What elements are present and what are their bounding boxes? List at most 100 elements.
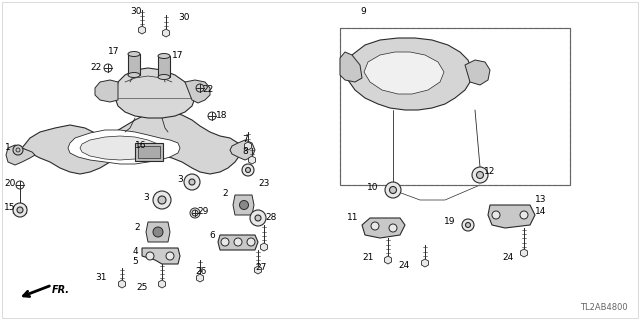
Circle shape bbox=[239, 201, 248, 210]
Text: 24: 24 bbox=[399, 261, 410, 270]
Polygon shape bbox=[260, 243, 268, 251]
Text: 16: 16 bbox=[135, 141, 147, 150]
Text: 24: 24 bbox=[503, 253, 514, 262]
Circle shape bbox=[385, 182, 401, 198]
Text: 8: 8 bbox=[242, 148, 248, 156]
Circle shape bbox=[189, 179, 195, 185]
Text: 31: 31 bbox=[95, 274, 107, 283]
Circle shape bbox=[184, 174, 200, 190]
Polygon shape bbox=[115, 68, 195, 118]
Text: 26: 26 bbox=[195, 268, 206, 276]
Text: 5: 5 bbox=[132, 258, 138, 267]
Ellipse shape bbox=[128, 52, 140, 57]
Polygon shape bbox=[465, 60, 490, 85]
Polygon shape bbox=[95, 80, 118, 102]
Circle shape bbox=[153, 191, 171, 209]
Text: 17: 17 bbox=[172, 52, 184, 60]
Circle shape bbox=[153, 227, 163, 237]
Ellipse shape bbox=[158, 53, 170, 59]
Polygon shape bbox=[340, 52, 362, 82]
Polygon shape bbox=[146, 222, 170, 242]
Text: 4: 4 bbox=[132, 247, 138, 257]
Text: 23: 23 bbox=[258, 179, 269, 188]
Circle shape bbox=[462, 219, 474, 231]
Polygon shape bbox=[6, 145, 35, 165]
Polygon shape bbox=[520, 249, 527, 257]
Circle shape bbox=[390, 187, 397, 194]
Circle shape bbox=[520, 211, 528, 219]
Circle shape bbox=[158, 196, 166, 204]
Circle shape bbox=[166, 252, 174, 260]
Ellipse shape bbox=[128, 73, 140, 77]
Text: 19: 19 bbox=[444, 218, 455, 227]
Circle shape bbox=[250, 210, 266, 226]
Polygon shape bbox=[118, 280, 125, 288]
Text: 2: 2 bbox=[134, 223, 140, 233]
Text: 15: 15 bbox=[4, 203, 15, 212]
Text: 13: 13 bbox=[535, 196, 547, 204]
Polygon shape bbox=[347, 38, 472, 110]
Text: FR.: FR. bbox=[52, 285, 70, 295]
Polygon shape bbox=[248, 156, 255, 164]
Circle shape bbox=[247, 238, 255, 246]
Text: 20: 20 bbox=[4, 179, 15, 188]
Polygon shape bbox=[230, 140, 255, 160]
Circle shape bbox=[255, 215, 261, 221]
Polygon shape bbox=[362, 218, 405, 238]
Text: 10: 10 bbox=[367, 183, 378, 193]
Circle shape bbox=[146, 252, 154, 260]
Circle shape bbox=[13, 203, 27, 217]
Circle shape bbox=[371, 222, 379, 230]
Text: 9: 9 bbox=[360, 7, 365, 17]
Bar bbox=[340, 28, 570, 185]
Bar bbox=[138, 146, 160, 158]
Circle shape bbox=[465, 222, 470, 228]
Polygon shape bbox=[255, 266, 262, 274]
Polygon shape bbox=[128, 54, 140, 75]
Circle shape bbox=[389, 224, 397, 232]
Bar bbox=[135, 143, 163, 161]
Circle shape bbox=[472, 167, 488, 183]
Text: 3: 3 bbox=[177, 175, 183, 185]
Circle shape bbox=[16, 148, 20, 152]
Circle shape bbox=[492, 211, 500, 219]
Circle shape bbox=[234, 238, 242, 246]
Polygon shape bbox=[159, 280, 166, 288]
Text: 6: 6 bbox=[209, 231, 215, 241]
Polygon shape bbox=[163, 29, 170, 37]
Circle shape bbox=[17, 207, 23, 213]
Circle shape bbox=[477, 172, 483, 179]
Text: 27: 27 bbox=[255, 262, 266, 271]
Circle shape bbox=[242, 164, 254, 176]
Polygon shape bbox=[364, 52, 444, 94]
Text: 28: 28 bbox=[265, 212, 276, 221]
Polygon shape bbox=[488, 205, 535, 228]
Text: 30: 30 bbox=[130, 7, 141, 17]
Polygon shape bbox=[385, 256, 392, 264]
Polygon shape bbox=[422, 259, 429, 267]
Text: TL2AB4800: TL2AB4800 bbox=[580, 303, 628, 312]
Polygon shape bbox=[196, 274, 204, 282]
Polygon shape bbox=[244, 142, 252, 150]
Polygon shape bbox=[138, 26, 145, 34]
Text: 11: 11 bbox=[346, 213, 358, 222]
Polygon shape bbox=[80, 136, 162, 160]
Text: 22: 22 bbox=[202, 84, 213, 93]
Text: 30: 30 bbox=[178, 13, 189, 22]
Polygon shape bbox=[218, 235, 258, 250]
Circle shape bbox=[246, 167, 250, 172]
Text: 21: 21 bbox=[363, 253, 374, 262]
Text: 22: 22 bbox=[90, 63, 101, 73]
Polygon shape bbox=[185, 80, 210, 103]
Text: 12: 12 bbox=[484, 167, 495, 177]
Circle shape bbox=[190, 208, 200, 218]
Polygon shape bbox=[142, 248, 180, 264]
Circle shape bbox=[13, 145, 23, 155]
Text: 3: 3 bbox=[143, 194, 149, 203]
Circle shape bbox=[221, 238, 229, 246]
Text: 25: 25 bbox=[136, 283, 148, 292]
Text: 7: 7 bbox=[242, 134, 248, 143]
Polygon shape bbox=[233, 195, 254, 215]
Polygon shape bbox=[158, 56, 170, 77]
Text: 14: 14 bbox=[535, 207, 547, 217]
